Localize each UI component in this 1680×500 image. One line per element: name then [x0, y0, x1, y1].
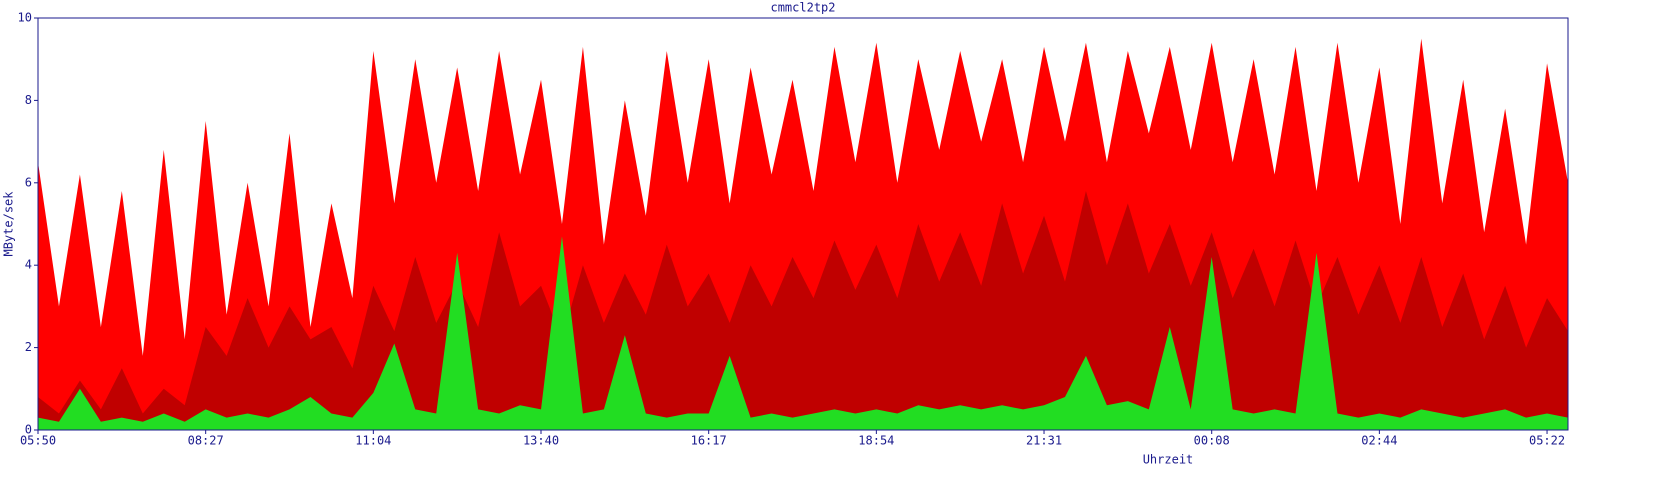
x-tick-label: 16:17 [691, 434, 727, 448]
x-tick-label: 21:31 [1026, 434, 1062, 448]
x-axis-label: Uhrzeit [1143, 453, 1194, 467]
y-axis-label: MByte/sek [2, 191, 16, 257]
x-tick-label: 11:04 [355, 434, 391, 448]
y-tick-label: 10 [18, 11, 32, 25]
x-tick-label: 13:40 [523, 434, 559, 448]
plot-frame [37, 17, 1569, 431]
y-tick-label: 4 [25, 258, 32, 272]
series-area [38, 191, 1568, 430]
x-tick-label: 05:50 [20, 434, 56, 448]
x-tick-label: 08:27 [188, 434, 224, 448]
x-tick-label: 18:54 [858, 434, 894, 448]
y-tick-label: 0 [25, 423, 32, 437]
y-tick-label: 2 [25, 340, 32, 354]
x-tick-label: 00:08 [1194, 434, 1230, 448]
x-tick-label: 05:22 [1529, 434, 1565, 448]
y-tick-label: 6 [25, 175, 32, 189]
y-tick-label: 8 [25, 93, 32, 107]
x-tick-label: 02:44 [1361, 434, 1397, 448]
chart-title: cmmcl2tp2 [770, 1, 835, 15]
